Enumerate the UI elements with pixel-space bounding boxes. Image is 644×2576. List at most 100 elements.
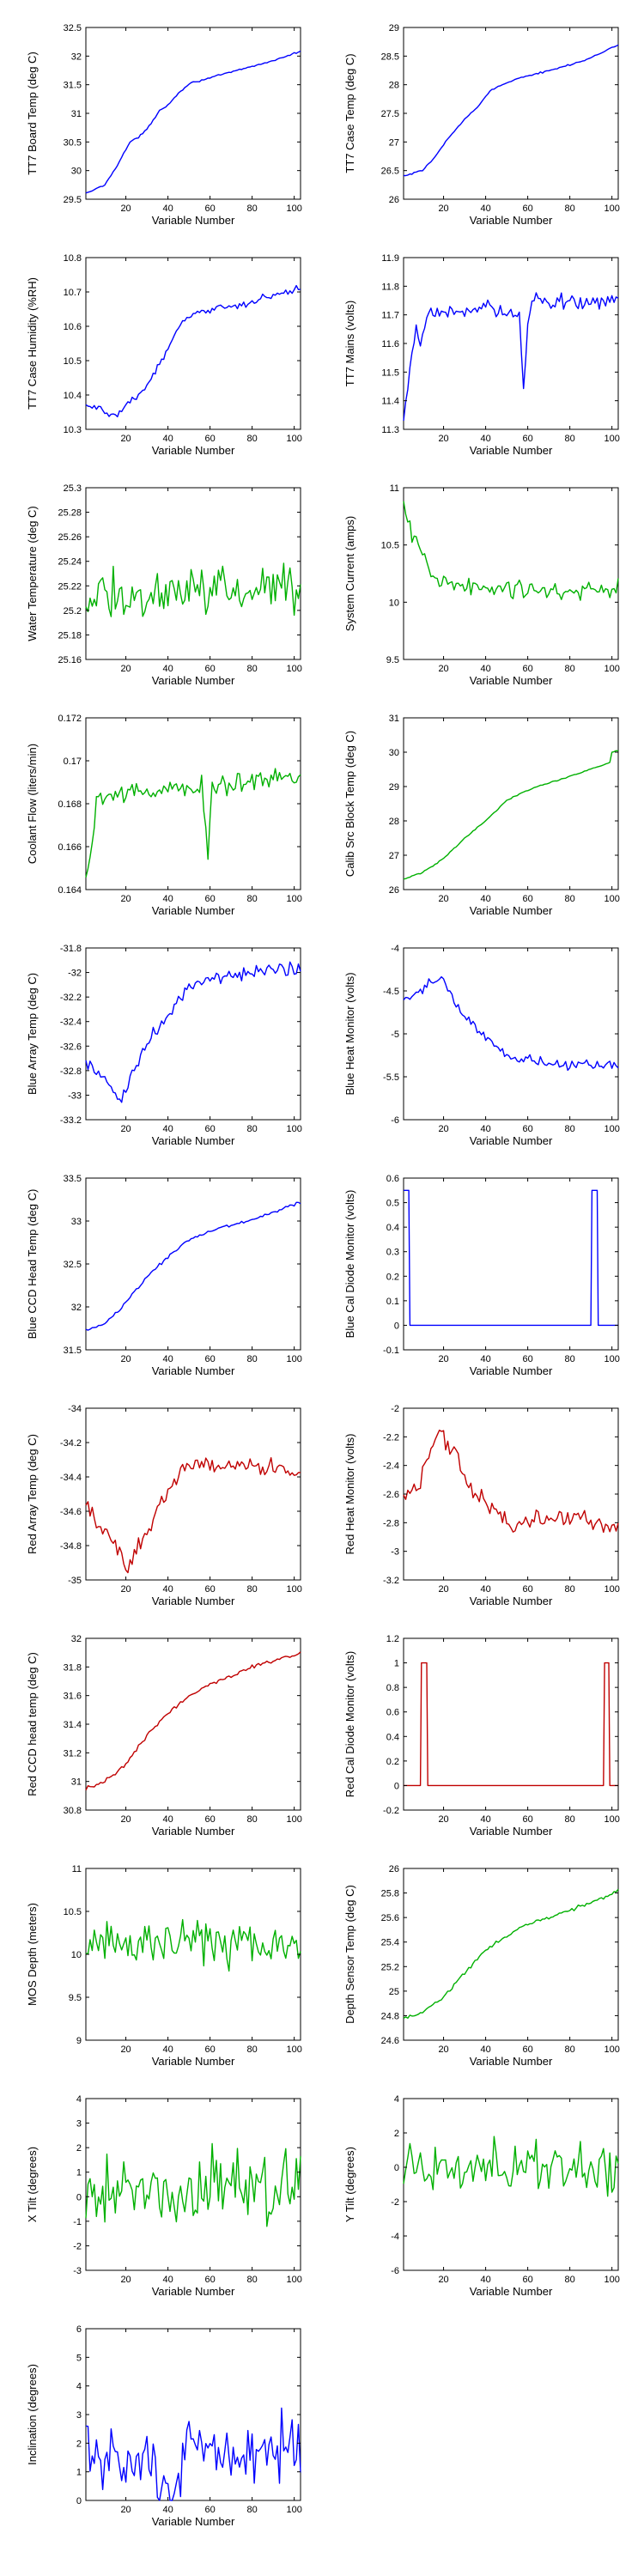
- y-tick-label: -34.6: [60, 1507, 82, 1517]
- y-tick-label: 11.7: [381, 311, 399, 321]
- plot-area: [403, 1407, 619, 1581]
- x-tick-label: 80: [247, 894, 258, 904]
- x-tick-label: 60: [204, 1584, 215, 1595]
- y-tick-label: 30.8: [64, 1806, 82, 1816]
- x-tick-label: 20: [120, 664, 131, 674]
- y-tick-label: 0.1: [386, 1297, 399, 1307]
- y-tick-label: 0.164: [58, 885, 82, 896]
- x-tick-label: 100: [286, 1124, 301, 1134]
- y-axis-label: System Current (amps): [343, 516, 356, 631]
- x-tick-label: 20: [120, 1124, 131, 1134]
- y-tick-label: 26: [389, 195, 399, 205]
- x-tick-label: 20: [120, 1584, 131, 1595]
- x-tick-label: 20: [438, 664, 448, 674]
- x-tick-label: 40: [162, 1124, 173, 1134]
- x-tick-label: 20: [438, 1584, 448, 1595]
- x-tick-label: 60: [204, 204, 215, 214]
- y-tick-label: 9.5: [69, 1993, 82, 2003]
- x-tick-label: 20: [438, 204, 448, 214]
- y-tick-label: 2: [76, 2439, 82, 2449]
- x-tick-label: 60: [522, 664, 532, 674]
- x-axis-label: Variable Number: [152, 2515, 235, 2528]
- y-tick-label: 25.2: [381, 1962, 399, 1972]
- y-tick-label: 32.5: [64, 23, 82, 33]
- plot-area: [403, 947, 619, 1121]
- chart-panel-10: 20 40 60 80 100 31.5 32 32.5 33 33.5 Variable Numb…: [26, 1174, 302, 1377]
- x-tick-label: 100: [286, 2505, 301, 2515]
- x-tick-label: 40: [162, 434, 173, 444]
- y-tick-label: 31: [71, 109, 82, 119]
- y-tick-label: -5: [391, 1030, 399, 1040]
- y-tick-label: 1: [76, 2168, 82, 2178]
- x-axis-label: Variable Number: [152, 1364, 235, 1377]
- y-tick-label: 3: [76, 2119, 82, 2129]
- y-tick-label: 26: [389, 885, 399, 896]
- series-line: [403, 501, 619, 601]
- y-tick-label: -2: [391, 2197, 399, 2208]
- y-tick-label: 1: [394, 1659, 399, 1669]
- y-tick-label: 32.5: [64, 1260, 82, 1270]
- plot-area: [85, 947, 301, 1121]
- y-tick-label: 27.5: [381, 109, 399, 119]
- y-tick-label: -34.4: [60, 1473, 82, 1483]
- x-tick-label: 80: [565, 1124, 575, 1134]
- x-tick-label: 100: [604, 894, 619, 904]
- y-tick-label: 0.172: [58, 714, 82, 724]
- chart-panel-3: 20 40 60 80 100 11.3 11.4 11.5 11.6 11.7 11.8 11.9 V…: [343, 253, 620, 457]
- y-tick-label: 24.6: [381, 2036, 399, 2046]
- y-tick-label: -3: [73, 2266, 82, 2276]
- chart-panel-9: 20 40 60 80 100 -6 -5.5 -5 -4.5 -4 Variable Number…: [343, 944, 620, 1147]
- x-axis-label: Variable Number: [470, 2055, 553, 2068]
- y-tick-label: 29: [389, 782, 399, 793]
- y-tick-label: 4: [76, 2382, 82, 2392]
- x-tick-label: 100: [604, 1584, 619, 1595]
- chart-panel-13: 20 40 60 80 100 -3.2 -3 -2.8 -2.6 -2.4 -2.2 -2 Varia…: [343, 1404, 620, 1607]
- y-tick-label: 27: [389, 137, 399, 148]
- series-line: [403, 1429, 619, 1534]
- series-line: [403, 44, 619, 177]
- y-tick-label: 33.5: [64, 1174, 82, 1184]
- x-tick-label: 80: [247, 1124, 258, 1134]
- y-tick-label: 11.5: [381, 368, 399, 378]
- x-tick-label: 40: [162, 1584, 173, 1595]
- y-tick-label: 0.4: [386, 1732, 399, 1742]
- x-tick-label: 40: [480, 1814, 490, 1825]
- series-line: [85, 1918, 301, 1972]
- x-tick-label: 100: [604, 434, 619, 444]
- x-axis-label: Variable Number: [152, 904, 235, 917]
- y-tick-label: 31.5: [64, 81, 82, 91]
- x-tick-label: 40: [480, 1354, 490, 1364]
- x-tick-label: 40: [162, 664, 173, 674]
- y-axis-label: MOS Depth (meters): [26, 1903, 39, 2006]
- x-tick-label: 100: [604, 204, 619, 214]
- x-tick-label: 20: [438, 1354, 448, 1364]
- x-tick-label: 60: [204, 434, 215, 444]
- y-tick-label: 0: [76, 2496, 82, 2506]
- y-tick-label: -4.5: [383, 987, 399, 997]
- y-tick-label: -33.2: [60, 1115, 82, 1126]
- series-line: [403, 2136, 619, 2197]
- y-tick-label: 0.166: [58, 842, 82, 853]
- x-axis-label: Variable Number: [152, 444, 235, 457]
- plot-area: [85, 2328, 301, 2501]
- x-axis-label: Variable Number: [152, 1134, 235, 1147]
- y-tick-label: -31.8: [60, 944, 82, 954]
- y-tick-label: 11.9: [381, 253, 399, 264]
- y-tick-label: 4: [394, 2094, 399, 2105]
- y-tick-label: 10.8: [64, 253, 82, 264]
- y-tick-label: 5: [76, 2353, 82, 2363]
- y-tick-label: 10.5: [64, 356, 82, 367]
- x-tick-label: 20: [120, 2275, 131, 2285]
- y-tick-label: -3.2: [383, 1576, 399, 1586]
- series-line: [85, 768, 301, 878]
- y-tick-label: 31: [71, 1777, 82, 1788]
- x-tick-label: 80: [247, 664, 258, 674]
- x-tick-label: 80: [247, 1354, 258, 1364]
- y-tick-label: -2.8: [383, 1518, 399, 1528]
- y-tick-label: 25.24: [58, 557, 82, 568]
- y-tick-label: 9: [76, 2036, 82, 2046]
- y-tick-label: -2.2: [383, 1432, 399, 1443]
- y-tick-label: 10.5: [381, 541, 399, 551]
- x-tick-label: 60: [522, 894, 532, 904]
- x-axis-label: Variable Number: [152, 2285, 235, 2298]
